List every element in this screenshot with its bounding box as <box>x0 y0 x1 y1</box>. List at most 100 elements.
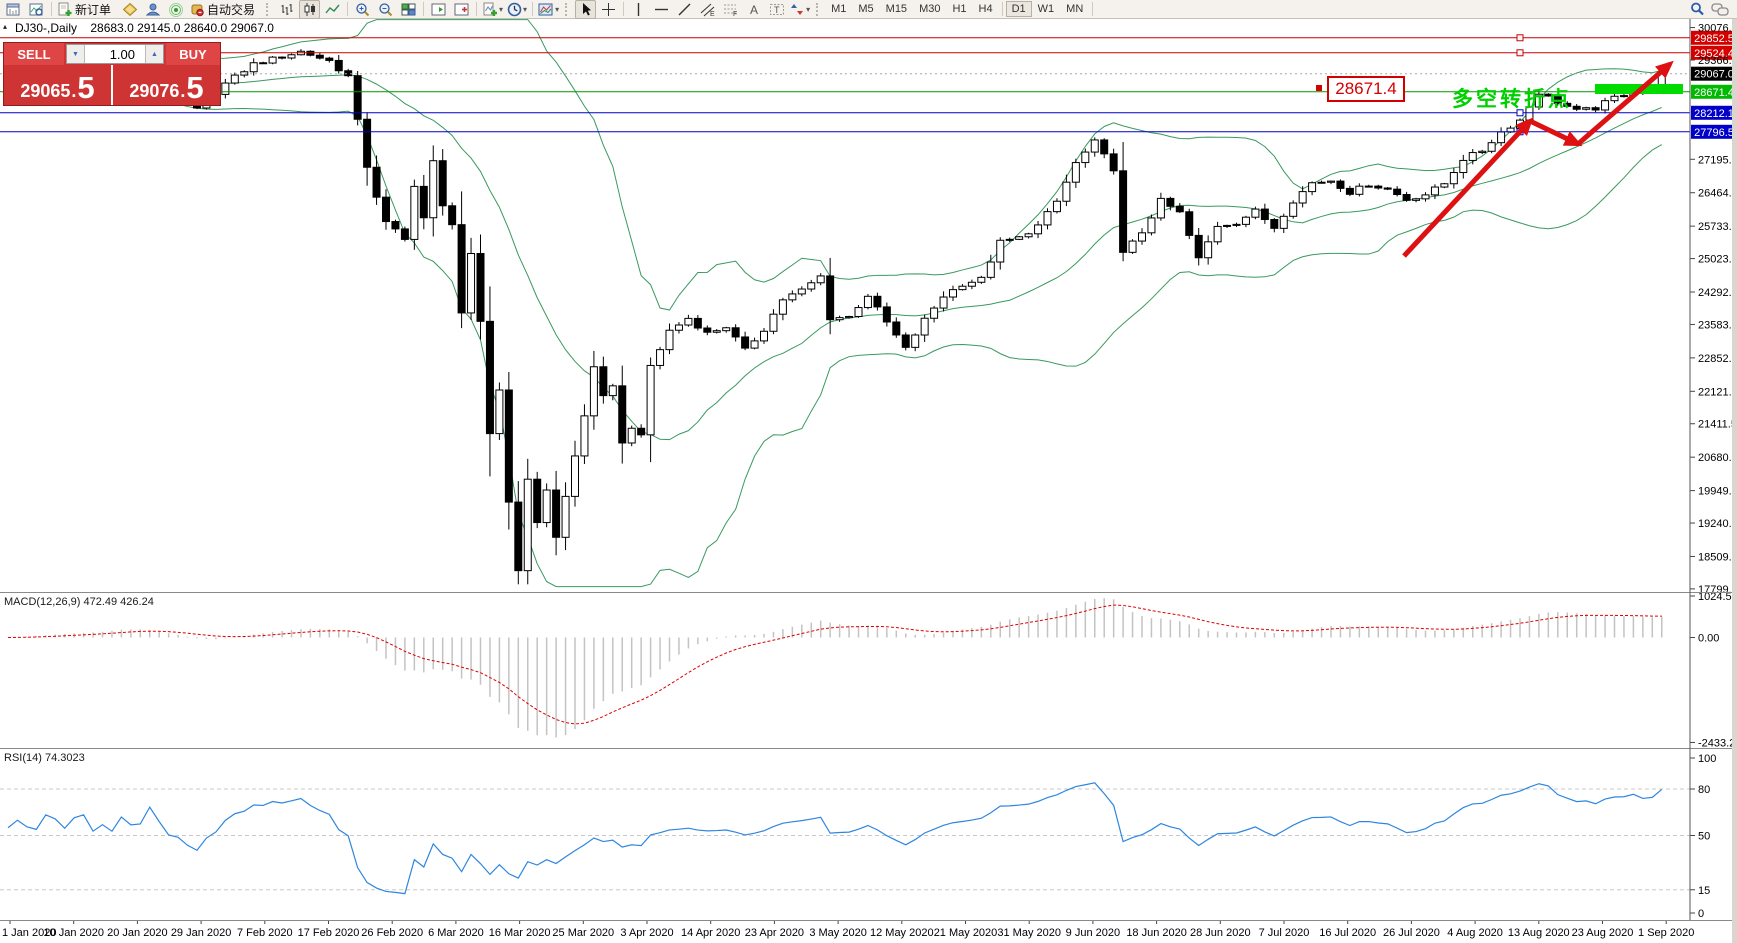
svg-text:29 Jan 2020: 29 Jan 2020 <box>171 927 232 939</box>
timeframe-m15[interactable]: M15 <box>885 3 908 15</box>
price-tag-label[interactable]: 28671.4 <box>1327 76 1405 102</box>
line-chart-button[interactable] <box>322 0 343 19</box>
candlestick-chart-button[interactable] <box>299 0 321 19</box>
charts-window-button[interactable] <box>3 0 24 19</box>
buy-price-big-digit: 5 <box>186 70 204 105</box>
add-indicator-button[interactable]: ▾ <box>481 0 504 19</box>
main-chart-pane[interactable] <box>0 19 1690 592</box>
toolbar-separator <box>423 2 425 16</box>
trend-arrow[interactable] <box>1576 60 1674 146</box>
horizontal-line-27796.5[interactable]: 27796.5 <box>0 124 1737 139</box>
volume-increase-button[interactable]: ▲ <box>145 45 163 63</box>
rsi-axis[interactable]: 100 80 50 15 0 <box>1690 753 1716 920</box>
buy-price-dot: . <box>180 81 186 101</box>
svg-text:25023.5: 25023.5 <box>1698 254 1737 266</box>
tick-chart-button[interactable] <box>26 0 47 19</box>
toolbar-separator <box>347 2 349 16</box>
chart-collapse-marker[interactable]: ▴ <box>3 22 8 31</box>
arrows-icon <box>791 3 804 15</box>
periods-button[interactable]: ▾ <box>506 0 528 19</box>
volume-decrease-button[interactable]: ▼ <box>67 45 85 63</box>
chart-shift-button[interactable] <box>428 0 449 19</box>
cursor-button[interactable] <box>575 0 597 19</box>
buy-price[interactable]: 29076. 5 <box>111 65 220 105</box>
zoom-in-button[interactable] <box>352 0 373 19</box>
horizontal-line-29067.0[interactable]: 29067.0 <box>0 66 1737 81</box>
horizontal-line-29524.4[interactable]: 29524.4 <box>0 45 1737 60</box>
svg-text:20680.5: 20680.5 <box>1698 452 1737 464</box>
trade-controls-row: SELL ▼ 1.00 ▲ BUY <box>4 43 220 65</box>
svg-text:26 Jul 2020: 26 Jul 2020 <box>1383 927 1440 939</box>
timeframe-m5[interactable]: M5 <box>858 3 874 15</box>
crosshair-button[interactable] <box>598 0 619 19</box>
timeframe-h1[interactable]: H1 <box>952 3 967 15</box>
autotrading-button[interactable]: 自动交易 <box>188 0 261 19</box>
svg-text:27796.5: 27796.5 <box>1694 127 1734 139</box>
sell-price[interactable]: 29065. 5 <box>4 65 111 105</box>
community-button[interactable] <box>142 0 163 19</box>
market-depth-button[interactable] <box>119 0 140 19</box>
horizontal-line-button[interactable] <box>651 0 672 19</box>
svg-text:13 Aug 2020: 13 Aug 2020 <box>1508 927 1570 939</box>
buy-button[interactable]: BUY <box>166 43 220 65</box>
svg-text:27195.0: 27195.0 <box>1698 154 1737 166</box>
timeframe-h4[interactable]: H4 <box>978 3 993 15</box>
bar-chart-button[interactable] <box>276 0 297 19</box>
timeframe-mn[interactable]: MN <box>1066 3 1084 15</box>
volume-input[interactable]: 1.00 <box>109 46 135 62</box>
svg-text:80: 80 <box>1698 784 1710 796</box>
equidistant-channel-button[interactable]: E <box>697 0 718 19</box>
svg-text:9 Jun 2020: 9 Jun 2020 <box>1066 927 1120 939</box>
templates-button[interactable]: ▾ <box>537 0 560 19</box>
horizontal-line-28671.4[interactable]: 28671.4 <box>0 84 1737 99</box>
svg-text:19949.5: 19949.5 <box>1698 486 1737 498</box>
fibonacci-button[interactable]: F <box>720 0 741 19</box>
turning-point-text[interactable]: 多空转折点 <box>1452 88 1572 111</box>
signals-button[interactable] <box>165 0 186 19</box>
rsi-pane[interactable] <box>0 749 1690 920</box>
horizontal-line-icon <box>655 8 669 10</box>
text-button[interactable]: A <box>743 0 764 19</box>
timeframe-m1[interactable]: M1 <box>831 3 847 15</box>
horizontal-line-28212.1[interactable]: 28212.1 <box>0 105 1737 120</box>
timeframe-w1[interactable]: W1 <box>1037 3 1055 15</box>
tile-windows-button[interactable] <box>398 0 419 19</box>
toolbar-separator <box>476 2 478 16</box>
trend-arrow[interactable] <box>1402 117 1534 258</box>
macd-pane[interactable] <box>0 593 1690 748</box>
svg-text:20 Jan 2020: 20 Jan 2020 <box>107 927 168 939</box>
auto-scroll-button[interactable] <box>451 0 472 19</box>
trend-arrow[interactable] <box>1528 118 1583 147</box>
chat-icon <box>1710 2 1729 16</box>
new-order-button[interactable]: 新订单 <box>56 0 117 19</box>
chat-button[interactable] <box>1709 0 1730 19</box>
macd-axis[interactable]: 1024.52 0.00 -2433.25 <box>1690 591 1737 749</box>
trendline-button[interactable] <box>674 0 695 19</box>
chart-shift-icon <box>431 3 446 15</box>
svg-text:15: 15 <box>1698 885 1710 897</box>
zoom-out-button[interactable] <box>375 0 396 19</box>
svg-text:29366.5: 29366.5 <box>1698 55 1737 67</box>
timeframe-d1[interactable]: D1 <box>1005 1 1032 17</box>
horizontal-line-29852.5[interactable]: 29852.5 <box>0 30 1737 45</box>
clock-icon <box>507 2 522 16</box>
svg-text:100: 100 <box>1698 753 1716 765</box>
svg-text:50: 50 <box>1698 831 1710 843</box>
rsi-level-lines <box>0 788 1690 891</box>
svg-text:17 Feb 2020: 17 Feb 2020 <box>298 927 360 939</box>
trend-annotations[interactable] <box>1316 60 1683 258</box>
text-label-button[interactable]: T <box>766 0 787 19</box>
chevron-down-icon: ▾ <box>499 4 504 14</box>
sell-price-main: 29065 <box>20 81 71 101</box>
arrows-button[interactable]: ▾ <box>789 0 811 19</box>
line-anchor-handle[interactable] <box>1316 85 1322 91</box>
sell-button[interactable]: SELL <box>4 43 64 65</box>
timeframe-m30[interactable]: M30 <box>919 3 941 15</box>
line-chart-icon <box>325 4 340 13</box>
search-button[interactable] <box>1686 0 1707 19</box>
svg-text:14 Apr 2020: 14 Apr 2020 <box>681 927 740 939</box>
vertical-line-button[interactable] <box>628 0 649 19</box>
